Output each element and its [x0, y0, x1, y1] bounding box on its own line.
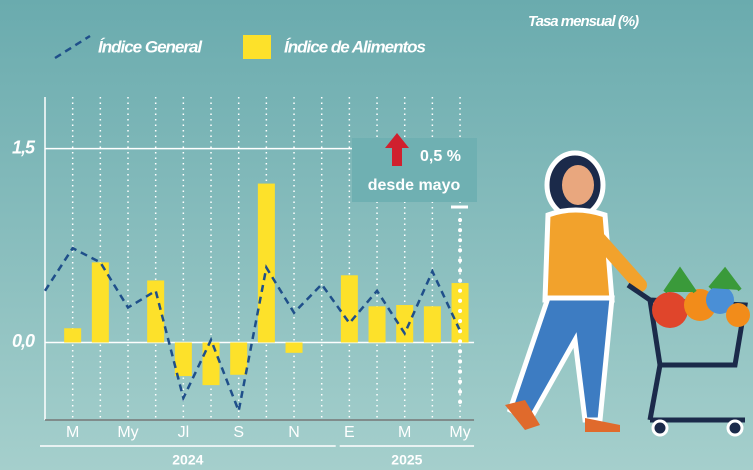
bar: [203, 342, 220, 385]
bar: [92, 262, 109, 342]
bar: [230, 342, 247, 374]
y-tick-label: 1,5: [12, 137, 36, 157]
bar: [64, 328, 81, 342]
legend-label: Índice General: [98, 37, 203, 56]
bar: [369, 306, 386, 342]
bar: [258, 184, 275, 343]
bar: [341, 275, 358, 342]
bar: [175, 342, 192, 376]
x-tick-label: E: [344, 424, 355, 441]
subtitle: Tasa mensual (%): [528, 13, 639, 30]
x-tick-label: S: [233, 424, 244, 441]
annotation-text: desde mayo: [368, 177, 461, 194]
bar: [147, 280, 164, 342]
year-label: 2025: [391, 452, 422, 468]
bar: [424, 306, 441, 342]
x-tick-label: My: [449, 424, 470, 441]
bar: [396, 305, 413, 342]
y-tick-label: 0,0: [12, 331, 35, 351]
year-label: 2024: [172, 452, 203, 468]
chart: Tasa mensual (%) 0,0 1,5 M My Jl S N E M My 2024 20…: [0, 0, 753, 470]
legend-swatch: [243, 35, 271, 59]
legend-label: Índice de Alimentos: [284, 37, 426, 56]
annotation-text: 0,5 %: [420, 148, 461, 165]
x-tick-label: N: [288, 424, 300, 441]
x-tick-label: M: [66, 424, 79, 441]
bar: [286, 342, 303, 352]
x-tick-label: Jl: [178, 424, 190, 441]
x-tick-label: M: [398, 424, 411, 441]
x-tick-label: My: [117, 424, 138, 441]
